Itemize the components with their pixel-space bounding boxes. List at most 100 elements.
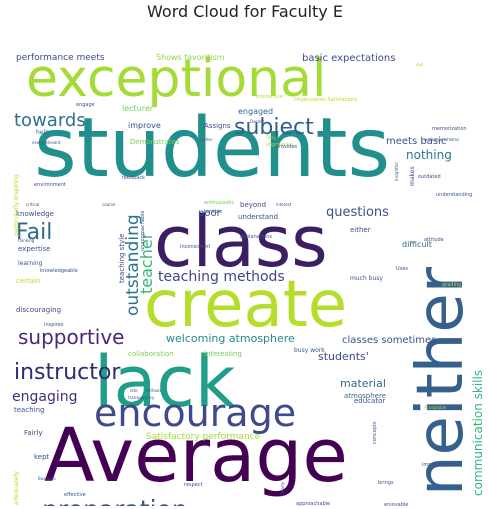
- word-engage: engage: [76, 102, 95, 108]
- word-particularly-inspiring: particularly inspiring: [13, 174, 20, 236]
- word-satisfactory-performance: Satisfactory performance: [146, 432, 261, 442]
- word-beyond: beyond: [240, 201, 266, 209]
- word-teacher: teacher: [137, 232, 156, 294]
- word-effective: effective: [64, 492, 86, 498]
- word-insightful: Insightful: [394, 162, 399, 181]
- word-kept: kept: [34, 453, 50, 461]
- word-brings: brings: [378, 480, 394, 486]
- word-understanding: understanding: [436, 192, 472, 198]
- word-enthusiastic: enthusiastic: [204, 200, 235, 206]
- word-rather: rather: [200, 137, 213, 142]
- word-impressive: impressive: [266, 142, 293, 148]
- word-concepts: concepts: [372, 421, 378, 444]
- word-difficult: difficult: [402, 240, 432, 249]
- word-business: Business: [38, 476, 56, 481]
- word-knowledgeable: knowledgeable: [40, 268, 78, 274]
- word-subject: subject: [234, 115, 314, 140]
- word-interest: interest: [276, 202, 292, 207]
- word-work-overwhelms: work overwhelms: [424, 137, 459, 142]
- word-approachable: approachable: [296, 501, 330, 506]
- word-encourage: encourage: [94, 391, 296, 435]
- word-knowledge: knowledge: [16, 210, 54, 218]
- word-students: students: [34, 101, 390, 196]
- word-towards: towards: [14, 110, 86, 131]
- word-engaged: engaged: [238, 107, 273, 116]
- word-atmosphere: atmosphere: [344, 392, 386, 400]
- word-class: class: [154, 201, 328, 283]
- word-lecturer: lecturer: [122, 104, 154, 113]
- word-grading: grading: [442, 282, 461, 288]
- word-interesting: Interesting: [204, 350, 242, 358]
- word-demonstrates: Demonstrates: [130, 138, 180, 146]
- word-preparation: preparation: [42, 495, 188, 506]
- word-every: every: [32, 140, 44, 145]
- word-lack: lack: [94, 341, 236, 423]
- word-respect: respect: [184, 482, 203, 488]
- word-fail: Fail: [16, 220, 52, 245]
- word-transparency: transparency: [128, 395, 155, 400]
- word-questions: questions: [326, 205, 389, 220]
- word-acceptable: Acceptable: [424, 405, 447, 410]
- word-welcoming-atmosphere: welcoming atmosphere: [166, 332, 295, 345]
- word-teaching-methods: teaching methods: [158, 269, 285, 285]
- word-classes-sometimes: classes sometimes: [342, 335, 436, 346]
- word-instructor: instructor: [14, 360, 121, 385]
- word-engaging: engaging: [12, 389, 78, 405]
- word-teaching-style: teaching style: [118, 234, 126, 283]
- word-makes: makes: [409, 166, 416, 186]
- word-inspires: Inspires: [44, 322, 64, 328]
- word-communication-skills: communication skills: [471, 370, 485, 496]
- word-relevant: relevant: [44, 140, 61, 145]
- word-neither: neither: [404, 266, 478, 496]
- word-unapproachable: unapproachable: [140, 211, 146, 251]
- word-organization-satisfactory: Organization Satisfactory: [294, 97, 357, 103]
- word-basic-expectations: basic expectations: [302, 53, 395, 64]
- word-explanations: explanations: [240, 234, 272, 240]
- word-improvement: improvement: [422, 462, 456, 468]
- word-assigns: Assigns: [204, 122, 231, 130]
- word-average: Average: [44, 413, 348, 499]
- word-without: without: [146, 388, 161, 393]
- word-clearly: Clearly: [280, 481, 285, 496]
- word-thinking: thinking: [18, 238, 35, 243]
- word-provides: Provides: [276, 144, 298, 150]
- word-collaboration: collaboration: [128, 350, 174, 358]
- word-inconsistent: Inconsistent: [180, 244, 210, 250]
- word-okay: Okay: [266, 135, 277, 140]
- word-much-busy: much busy: [350, 275, 383, 282]
- word-enjoyable: enjoyable: [384, 502, 408, 506]
- word-improve: improve: [128, 121, 161, 130]
- word-supportive: supportive: [18, 325, 124, 349]
- word-educator: educator: [354, 397, 385, 405]
- word-expertise: expertise: [18, 245, 51, 253]
- word-shows-favoritism: Shows favoritism: [156, 53, 225, 62]
- word-performance-meets: performance meets: [16, 53, 105, 63]
- word-decent: Decent: [250, 119, 265, 124]
- chart-title: Word Cloud for Faculty E: [147, 2, 343, 21]
- word-poor: poor: [198, 208, 222, 219]
- word-meets-basic: meets basic: [386, 136, 446, 147]
- word-discouraging: discouraging: [16, 306, 61, 314]
- word-nothing: nothing: [406, 148, 452, 162]
- word-busy-work: busy work: [294, 347, 325, 354]
- word-critical: critical: [26, 202, 39, 207]
- word-students: students': [318, 350, 369, 363]
- word-learning: learning: [18, 260, 43, 267]
- word-certain: certain: [16, 277, 40, 285]
- word-exceptional: exceptional: [26, 49, 326, 109]
- word-environment: environment: [34, 182, 66, 188]
- word-interactive: interactive: [256, 94, 283, 100]
- word-late: late: [130, 388, 138, 393]
- word-outdated: outdated: [418, 174, 441, 180]
- word-either: either: [350, 226, 371, 234]
- word-dull: dull: [416, 62, 423, 67]
- word-uses: Uses: [396, 266, 408, 272]
- word-job-adequately: job adequately: [13, 471, 20, 506]
- word-fairly: Fairly: [24, 429, 43, 437]
- word-help: help: [36, 129, 49, 136]
- word-feedback: feedback: [122, 175, 145, 181]
- word-course: course: [102, 202, 116, 207]
- word-outstanding: outstanding: [123, 214, 143, 316]
- word-memorization: memorization: [432, 126, 467, 132]
